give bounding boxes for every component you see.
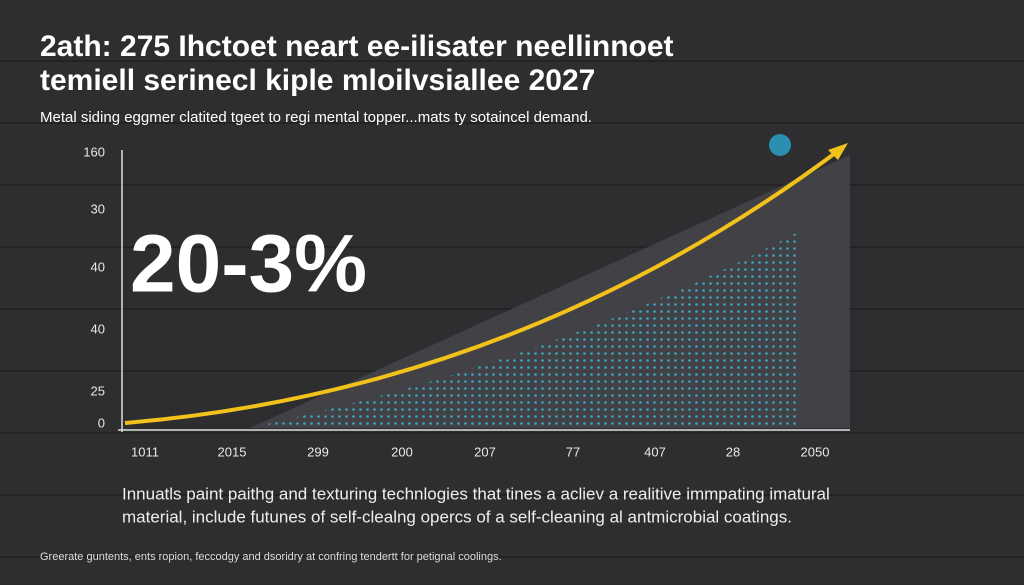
footer: Greerate guntents, ents ropion, feccodgy… [40,551,502,563]
trend-curve [124,146,844,425]
subtitle: Metal siding eggmer clatited tgeet to re… [40,109,592,126]
big-stat: 20-3% [130,219,367,310]
y-label: 25 [91,383,105,398]
globe-icon [769,134,791,156]
arrow-head [828,143,848,160]
body-line: Innuatls paint paithg and texturing tech… [122,484,830,503]
title-line: 2ath: 275 Ihctoet neart ee-ilisater neel… [40,30,674,63]
y-label: 40 [91,321,105,336]
x-label: 207 [474,444,496,459]
x-label: 2015 [218,444,247,459]
y-label: 0 [98,415,105,430]
y-label: 40 [91,259,105,274]
x-label: 200 [391,444,413,459]
x-label: 2050 [801,444,830,459]
y-label: 30 [91,201,105,216]
x-label: 28 [726,444,740,459]
title-line: temiell serinecl kiple mloilvsiallee 202… [40,64,595,97]
x-label: 299 [307,444,329,459]
body-line: material, include futunes of self-clealn… [122,507,792,526]
y-label: 160 [83,144,105,159]
x-label: 407 [644,444,666,459]
x-label: 77 [566,444,580,459]
x-label: 1011 [131,444,159,459]
